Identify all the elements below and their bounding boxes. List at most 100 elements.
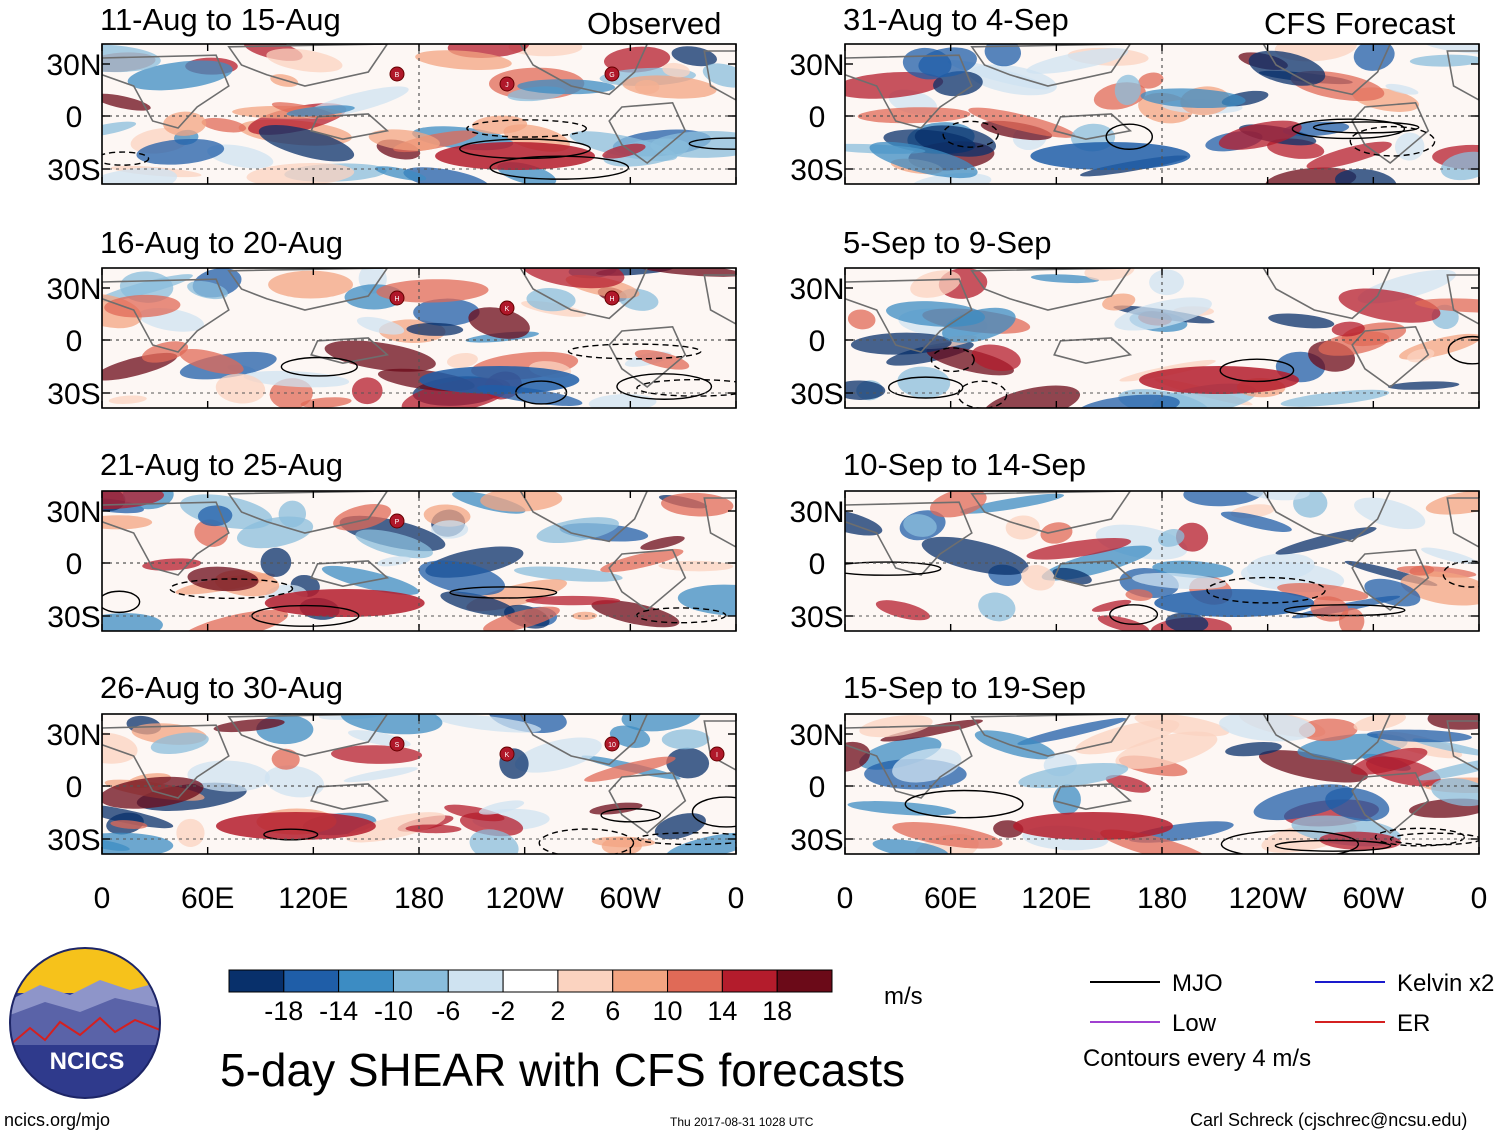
- shear-blob: [1338, 288, 1441, 323]
- mjo-contour: [1374, 827, 1466, 847]
- mjo-contour: [1220, 829, 1360, 854]
- colorbar-swatch: [776, 969, 833, 993]
- shear-blob: [584, 756, 676, 782]
- shear-blob: [1366, 729, 1472, 743]
- coastline: [227, 491, 389, 534]
- colorbar-label: 18: [762, 996, 792, 1026]
- shear-blob: [1409, 54, 1479, 67]
- mjo-contour: [636, 607, 727, 624]
- mjo-contour: [1206, 576, 1326, 604]
- colorbar-label: -10: [374, 996, 413, 1026]
- shear-blob: [1138, 72, 1164, 89]
- shear-blob: [1005, 515, 1040, 540]
- shear-blob: [1415, 298, 1479, 313]
- coastline: [1351, 548, 1430, 612]
- mjo-contour: [102, 151, 150, 166]
- shear-blob: [102, 93, 151, 111]
- shear-blob: [119, 271, 174, 303]
- shear-blob: [984, 44, 1021, 67]
- coastline: [970, 268, 1132, 311]
- storm-marker: [709, 746, 725, 762]
- shear-blob: [1409, 565, 1435, 576]
- site-link[interactable]: ncics.org/mjo: [4, 1110, 111, 1130]
- lat-label: 0: [66, 771, 83, 804]
- lon-label: 120W: [485, 882, 564, 915]
- shear-blob: [1298, 718, 1358, 742]
- storm-marker: [389, 290, 405, 306]
- coastline: [703, 720, 736, 771]
- shear-blob: [440, 591, 515, 616]
- shear-blob: [525, 595, 621, 606]
- observed-label: Observed: [587, 6, 722, 41]
- shear-blob: [1280, 389, 1390, 407]
- shear-blob: [1220, 511, 1292, 532]
- lat-label: 0: [66, 548, 83, 581]
- shear-blob: [102, 776, 204, 809]
- storm-marker: [604, 290, 620, 306]
- colorbar-swatch: [721, 969, 778, 993]
- shear-blob: [1265, 167, 1357, 184]
- shear-blob: [446, 352, 478, 368]
- shear-panel: [102, 491, 736, 631]
- shear-blob: [435, 142, 596, 170]
- storm-label: I: [716, 752, 718, 759]
- shear-blob: [418, 560, 505, 596]
- shear-blob: [910, 270, 961, 298]
- shear-blob: [1018, 762, 1129, 789]
- shear-blob: [892, 822, 1003, 849]
- coastline: [102, 278, 230, 353]
- shear-blob: [345, 812, 446, 843]
- shear-blob: [1075, 719, 1180, 755]
- colorbar-swatch: [447, 969, 504, 993]
- shear-blob: [1423, 44, 1479, 54]
- shear-blob: [340, 714, 443, 735]
- shear-blob: [1026, 537, 1132, 560]
- storm-marker: [389, 66, 405, 82]
- shear-blob: [1017, 717, 1127, 745]
- shear-blob: [1139, 366, 1300, 394]
- shear-blob: [187, 760, 270, 792]
- shear-blob: [480, 491, 563, 512]
- shear-blob: [1425, 491, 1479, 515]
- shear-blob: [1353, 714, 1407, 732]
- panel-title: 31-Aug to 4-Sep: [843, 2, 1069, 37]
- shear-blob: [978, 592, 1016, 622]
- shear-blob: [1400, 571, 1479, 606]
- shear-blob: [1115, 731, 1218, 769]
- shear-panel: [845, 491, 1479, 631]
- shear-blob: [1132, 572, 1227, 590]
- panel-title: 26-Aug to 30-Aug: [100, 670, 344, 705]
- shear-blob: [1416, 757, 1479, 781]
- shear-blob: [1026, 48, 1129, 74]
- mjo-contour: [1447, 335, 1479, 365]
- shear-blob: [600, 548, 684, 573]
- shear-blob: [351, 377, 383, 405]
- coastline: [102, 724, 230, 799]
- shear-blob: [1154, 589, 1315, 617]
- lon-label: 0: [94, 882, 111, 915]
- shear-blob: [1431, 778, 1479, 807]
- lon-label: 60W: [1342, 882, 1404, 915]
- coastline: [845, 724, 973, 799]
- mjo-contour: [263, 828, 319, 841]
- shear-blob: [136, 138, 225, 165]
- shear-blob: [872, 839, 949, 854]
- coastline: [703, 274, 736, 325]
- shear-blob: [634, 349, 690, 370]
- shear-blob: [419, 366, 580, 394]
- shear-blob: [1175, 522, 1209, 552]
- coastline: [1446, 274, 1479, 325]
- shear-blob: [141, 341, 189, 363]
- coastline: [1053, 113, 1133, 141]
- mjo-contour: [466, 119, 588, 138]
- shear-blob: [355, 529, 433, 559]
- shear-blob: [102, 832, 174, 854]
- shear-blob: [914, 125, 997, 157]
- lat-label: 0: [66, 101, 83, 134]
- lat-label: 0: [66, 325, 83, 358]
- shear-blob: [1021, 565, 1056, 591]
- shear-blob: [1097, 615, 1150, 631]
- lat-label: 30N: [46, 719, 101, 752]
- coastline: [1446, 497, 1479, 548]
- shear-blob: [572, 611, 598, 620]
